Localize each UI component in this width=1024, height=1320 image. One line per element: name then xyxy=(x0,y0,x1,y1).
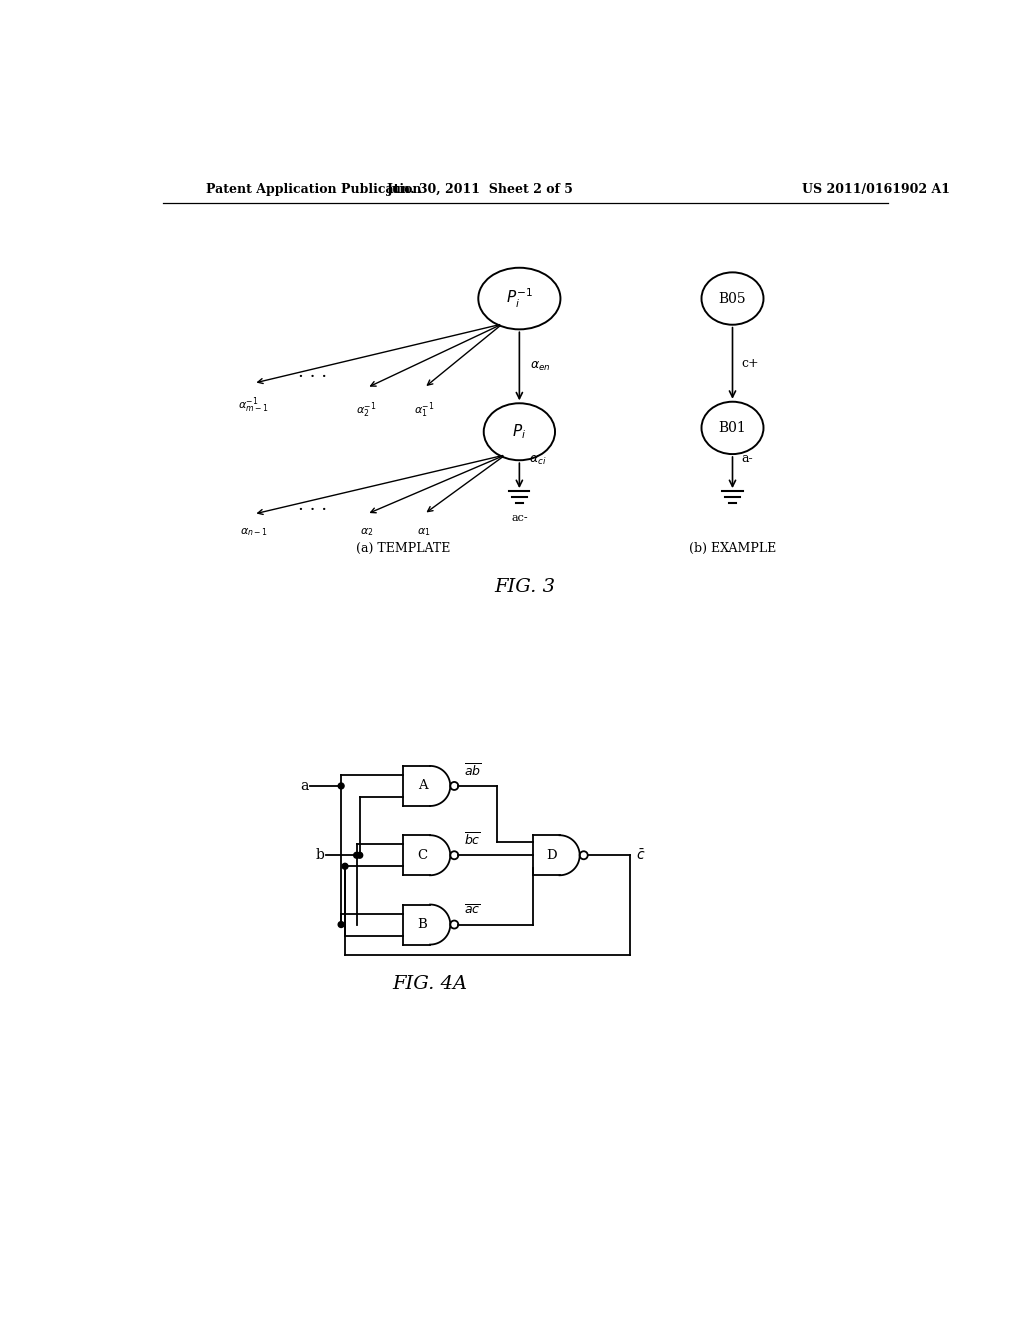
Text: A: A xyxy=(418,779,427,792)
Text: . . .: . . . xyxy=(298,496,327,513)
Text: FIG. 4A: FIG. 4A xyxy=(392,974,468,993)
Text: $\alpha_{1}^{-1}$: $\alpha_{1}^{-1}$ xyxy=(414,400,434,420)
Text: US 2011/0161902 A1: US 2011/0161902 A1 xyxy=(802,183,950,197)
Text: c+: c+ xyxy=(741,356,760,370)
Text: $\alpha_{ci}$: $\alpha_{ci}$ xyxy=(529,454,547,467)
Text: $\alpha_{1}$: $\alpha_{1}$ xyxy=(417,527,431,539)
Text: $\alpha_{en}$: $\alpha_{en}$ xyxy=(530,360,551,372)
Text: $\alpha_{2}$: $\alpha_{2}$ xyxy=(360,527,374,539)
Text: (a) TEMPLATE: (a) TEMPLATE xyxy=(356,543,451,554)
Text: a: a xyxy=(300,779,308,793)
Text: ac-: ac- xyxy=(511,512,527,523)
Text: FIG. 3: FIG. 3 xyxy=(495,578,555,597)
Text: (b) EXAMPLE: (b) EXAMPLE xyxy=(689,543,776,554)
Text: $\overline{ab}$: $\overline{ab}$ xyxy=(464,763,481,779)
Text: $P_i$: $P_i$ xyxy=(512,422,526,441)
Text: a-: a- xyxy=(741,453,754,465)
Text: B05: B05 xyxy=(719,292,746,305)
Circle shape xyxy=(338,783,344,789)
Text: $P_i^{-1}$: $P_i^{-1}$ xyxy=(506,286,532,310)
Circle shape xyxy=(338,921,344,928)
Text: $\alpha_{n-1}$: $\alpha_{n-1}$ xyxy=(240,527,267,539)
Circle shape xyxy=(356,853,362,858)
Text: $\bar{c}$: $\bar{c}$ xyxy=(636,847,645,863)
Text: $\alpha_{m-1}^{-1}$: $\alpha_{m-1}^{-1}$ xyxy=(239,396,269,416)
Text: Patent Application Publication: Patent Application Publication xyxy=(206,183,421,197)
Text: . . .: . . . xyxy=(298,363,327,380)
Text: B01: B01 xyxy=(719,421,746,434)
Text: $\overline{ac}$: $\overline{ac}$ xyxy=(464,904,480,917)
Text: D: D xyxy=(547,849,557,862)
Text: C: C xyxy=(418,849,428,862)
Text: B: B xyxy=(418,917,427,931)
Circle shape xyxy=(342,863,348,869)
Text: $\overline{bc}$: $\overline{bc}$ xyxy=(464,832,480,849)
Text: Jun. 30, 2011  Sheet 2 of 5: Jun. 30, 2011 Sheet 2 of 5 xyxy=(387,183,574,197)
Text: $\alpha_{2}^{-1}$: $\alpha_{2}^{-1}$ xyxy=(356,400,377,420)
Circle shape xyxy=(353,853,359,858)
Text: b: b xyxy=(315,849,324,862)
